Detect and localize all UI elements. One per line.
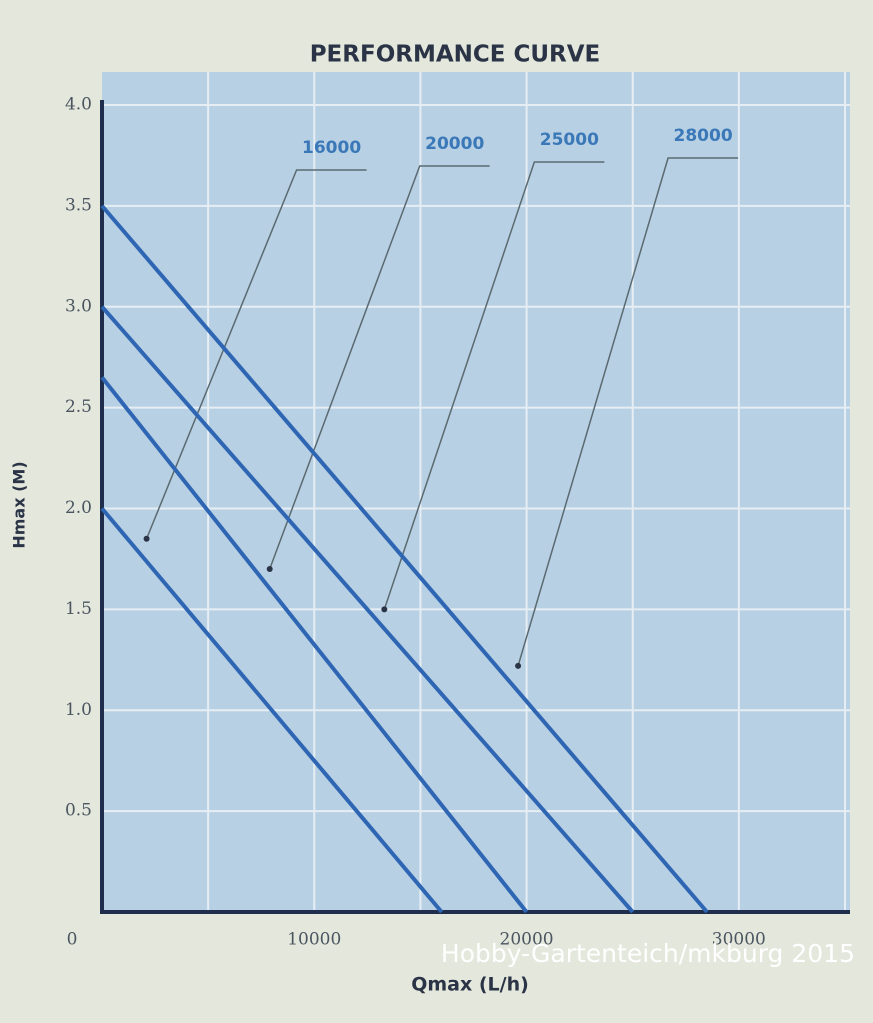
- label-point: [381, 606, 388, 613]
- plot-area: [102, 72, 850, 912]
- series-label: 16000: [302, 138, 361, 158]
- y-axis-label: Hmax (M): [10, 461, 29, 548]
- chart-title: PERFORMANCE CURVE: [310, 42, 601, 68]
- series-label: 28000: [674, 126, 733, 146]
- y-tick-label: 1.0: [65, 700, 92, 720]
- y-tick-label: 3.0: [65, 296, 92, 316]
- leader-line: [517, 157, 739, 667]
- credit: Hobby-Gartenteich/mkburg 2015: [441, 939, 855, 968]
- series-line: [100, 204, 709, 914]
- series-line: [100, 507, 444, 914]
- y-tick-label: 1.5: [65, 599, 92, 619]
- leader-line: [269, 165, 490, 570]
- x-axis-label: Qmax (L/h): [411, 974, 529, 996]
- y-tick-label: 3.5: [65, 195, 92, 215]
- y-tick-label: 4.0: [65, 95, 92, 115]
- label-point: [143, 535, 150, 542]
- x-tick-label: 30000: [712, 930, 766, 950]
- leader-line: [383, 161, 605, 610]
- series-line: [100, 376, 529, 914]
- label-point: [515, 662, 522, 669]
- y-tick-label: 2.0: [65, 498, 92, 518]
- label-point: [266, 566, 273, 573]
- series-label: 25000: [540, 130, 599, 150]
- x-tick-label: 0: [67, 930, 78, 950]
- y-tick-label: 0.5: [65, 801, 92, 821]
- y-tick-label: 2.5: [65, 397, 92, 417]
- x-tick-label: 20000: [500, 930, 554, 950]
- series-line: [100, 305, 635, 914]
- x-tick-label: 10000: [287, 930, 341, 950]
- series-label: 20000: [425, 134, 484, 154]
